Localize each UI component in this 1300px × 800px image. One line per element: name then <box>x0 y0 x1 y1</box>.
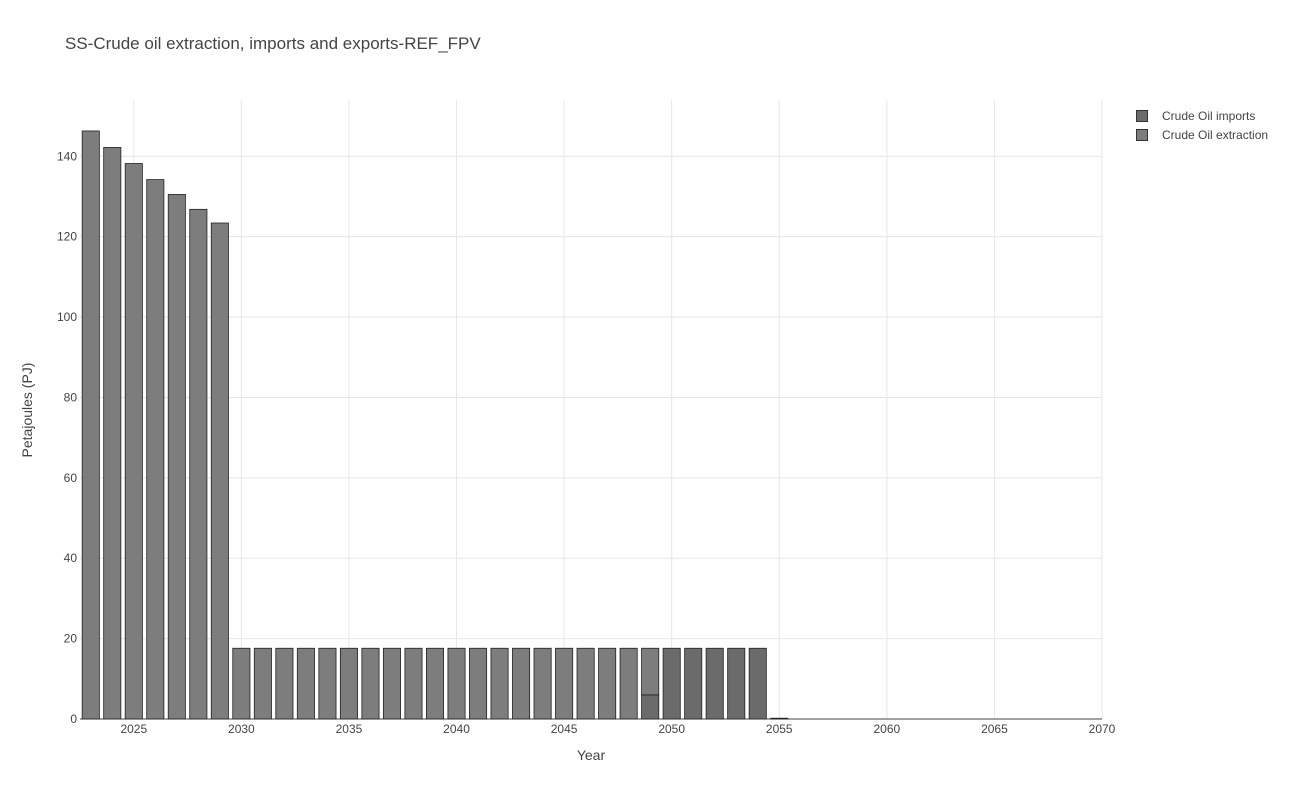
x-axis-label: Year <box>577 747 606 763</box>
bar-extraction[interactable] <box>426 647 445 720</box>
bars[interactable] <box>81 130 789 720</box>
y-axis-label: Petajoules (PJ) <box>19 363 35 458</box>
bar-extraction[interactable] <box>296 647 315 720</box>
bar-extraction[interactable] <box>232 647 251 720</box>
y-tick-label: 140 <box>57 149 77 163</box>
legend-label-imports: Crude Oil imports <box>1162 108 1256 123</box>
bar-extraction[interactable] <box>339 647 358 720</box>
legend[interactable]: Crude Oil imports Crude Oil extraction <box>1136 106 1268 144</box>
grid-lines <box>80 100 1103 720</box>
x-tick-label: 2045 <box>551 722 578 736</box>
bar-extraction[interactable] <box>404 647 423 720</box>
x-tick-label: 2055 <box>766 722 793 736</box>
bar-extraction[interactable] <box>167 194 186 720</box>
y-tick-label: 80 <box>64 390 78 404</box>
bar-extraction[interactable] <box>124 163 143 720</box>
x-tick-label: 2050 <box>658 722 685 736</box>
legend-item-imports[interactable]: Crude Oil imports <box>1136 106 1268 125</box>
bar-extraction[interactable] <box>533 647 552 720</box>
bar-imports[interactable] <box>770 717 789 720</box>
x-tick-label: 2060 <box>873 722 900 736</box>
y-tick-label: 100 <box>57 310 77 324</box>
y-tick-label: 60 <box>64 471 78 485</box>
x-tick-label: 2035 <box>336 722 363 736</box>
bar-extraction[interactable] <box>103 147 122 720</box>
bar-extraction[interactable] <box>576 647 595 720</box>
legend-label-extraction: Crude Oil extraction <box>1162 127 1269 142</box>
bar-extraction[interactable] <box>81 130 100 720</box>
bar-extraction[interactable] <box>210 222 229 720</box>
bar-extraction[interactable] <box>253 647 272 720</box>
x-tick-label: 2070 <box>1089 722 1116 736</box>
legend-swatch-imports <box>1136 109 1148 122</box>
y-tick-label: 120 <box>57 230 77 244</box>
y-axis-ticks: 0 20 40 60 80 100 120 140 <box>57 149 77 726</box>
bar-extraction[interactable] <box>146 179 165 720</box>
x-tick-label: 2030 <box>228 722 255 736</box>
x-tick-label: 2040 <box>443 722 470 736</box>
bar-imports[interactable] <box>641 694 660 720</box>
chart-title: SS-Crude oil extraction, imports and exp… <box>65 34 481 53</box>
bar-extraction[interactable] <box>619 647 638 720</box>
bar-extraction[interactable] <box>469 647 488 720</box>
bar-imports[interactable] <box>705 647 724 720</box>
bar-extraction[interactable] <box>490 647 509 720</box>
x-tick-label: 2025 <box>120 722 147 736</box>
bar-extraction[interactable] <box>189 208 208 720</box>
bar-extraction[interactable] <box>275 647 294 720</box>
bar-extraction[interactable] <box>361 647 380 720</box>
bar-extraction[interactable] <box>447 647 466 720</box>
bar-imports[interactable] <box>684 647 703 720</box>
bar-extraction[interactable] <box>512 647 531 720</box>
bar-extraction[interactable] <box>382 647 401 720</box>
x-axis-ticks: 2025 2030 2035 2040 2045 2050 2055 2060 2065 2070 <box>120 722 1115 736</box>
y-tick-label: 0 <box>70 712 77 726</box>
bar-extraction[interactable] <box>555 647 574 720</box>
bar-imports[interactable] <box>662 647 681 720</box>
legend-swatch-extraction <box>1136 128 1148 141</box>
bar-extraction[interactable] <box>318 647 337 720</box>
legend-item-extraction[interactable]: Crude Oil extraction <box>1136 125 1268 144</box>
bar-extraction[interactable] <box>641 647 660 696</box>
bar-extraction[interactable] <box>598 647 617 720</box>
y-tick-label: 20 <box>64 632 78 646</box>
y-tick-label: 40 <box>64 551 78 565</box>
bar-imports[interactable] <box>748 647 767 720</box>
bar-imports[interactable] <box>727 647 746 720</box>
x-tick-label: 2065 <box>981 722 1008 736</box>
